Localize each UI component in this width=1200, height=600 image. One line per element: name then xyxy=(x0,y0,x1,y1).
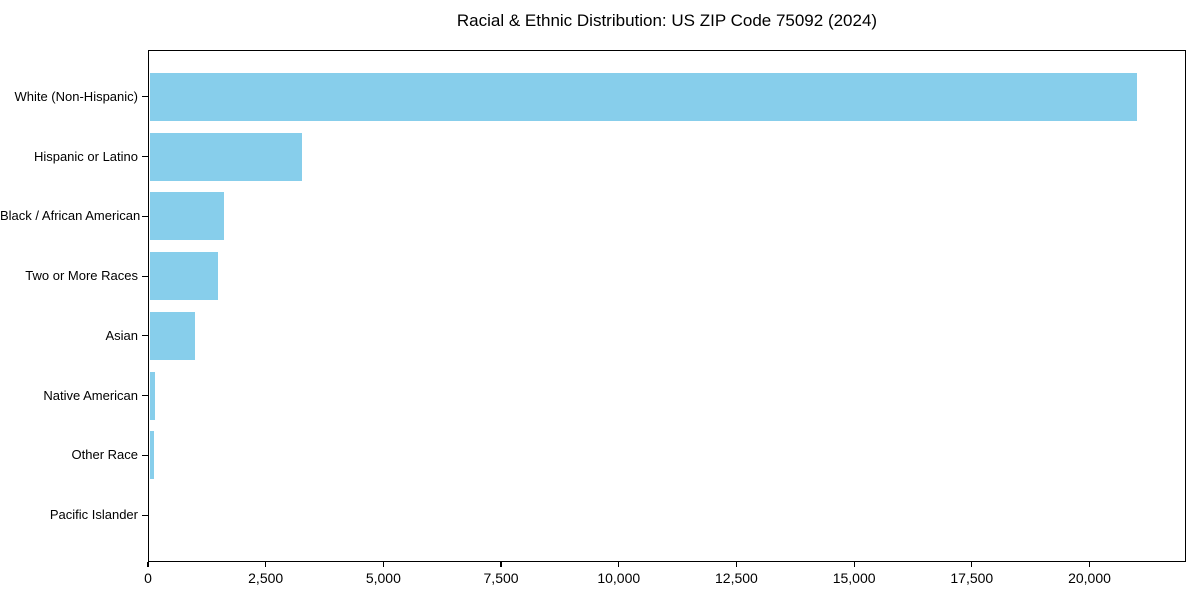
x-tick-label: 20,000 xyxy=(1068,570,1111,586)
x-tick-mark xyxy=(382,562,384,567)
x-tick-label: 0 xyxy=(144,570,152,586)
x-tick-mark xyxy=(500,562,502,567)
y-tick-label: Pacific Islander xyxy=(49,507,138,523)
x-tick-label: 12,500 xyxy=(715,570,758,586)
x-tick-label: 7,500 xyxy=(483,570,519,586)
y-tick-label: Other Race xyxy=(71,447,138,463)
bar-two-or-more-races xyxy=(149,252,218,301)
y-tick-mark xyxy=(142,215,148,217)
bar-other-race xyxy=(149,431,154,480)
y-tick-mark xyxy=(142,275,148,277)
x-tick-label: 15,000 xyxy=(832,570,876,586)
bar-asian xyxy=(149,311,195,360)
y-tick-label: White (Non-Hispanic) xyxy=(14,88,138,104)
plot-area xyxy=(148,50,1186,562)
x-tick-label: 10,000 xyxy=(597,570,641,586)
x-tick-mark xyxy=(147,562,149,567)
y-tick-mark xyxy=(142,96,148,98)
bar-native-american xyxy=(149,371,156,420)
y-tick-label: Asian xyxy=(105,327,138,343)
x-tick-mark xyxy=(853,562,855,567)
y-tick-mark xyxy=(142,514,148,516)
x-tick-mark xyxy=(618,562,620,567)
y-tick-mark xyxy=(142,395,148,397)
y-tick-label: Black / African American xyxy=(0,208,141,224)
x-tick-label: 2,500 xyxy=(248,570,284,586)
y-tick-mark xyxy=(142,335,148,337)
x-tick-mark xyxy=(1088,562,1091,567)
bar-hispanic-or-latino xyxy=(149,132,303,181)
x-tick-mark xyxy=(971,562,973,567)
y-tick-mark xyxy=(142,454,148,456)
chart-title: Racial & Ethnic Distribution: US ZIP Cod… xyxy=(456,11,878,30)
bar-black-african-american xyxy=(149,192,224,241)
x-tick-mark xyxy=(735,562,738,567)
y-tick-label: Two or More Races xyxy=(25,268,138,284)
x-tick-label: 5,000 xyxy=(365,570,401,586)
y-tick-label: Native American xyxy=(43,387,138,403)
x-tick-label: 17,500 xyxy=(950,570,994,586)
y-tick-mark xyxy=(142,156,148,158)
x-tick-mark xyxy=(265,562,267,567)
y-tick-label: Hispanic or Latino xyxy=(33,148,138,164)
bar-white-non-hispanic xyxy=(149,72,1137,121)
